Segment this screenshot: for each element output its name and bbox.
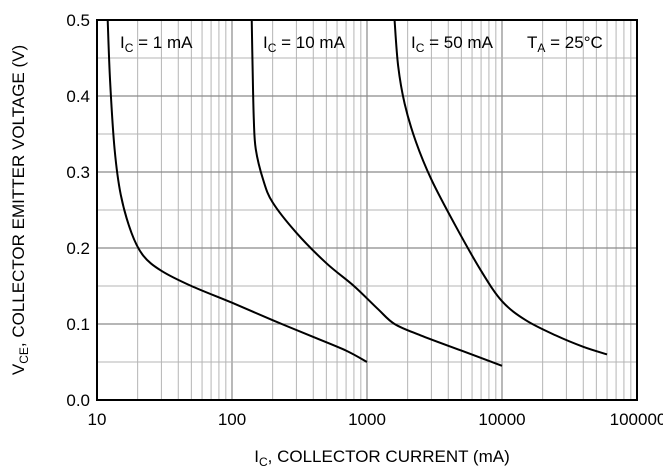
x-tick-label: 100000 bbox=[610, 410, 663, 429]
x-tick-labels: 10 100 1000 10000 100000 bbox=[88, 410, 663, 429]
annotation-ta: TA = 25°C bbox=[527, 33, 603, 55]
grid bbox=[96, 19, 638, 401]
x-tick-label: 10000 bbox=[478, 410, 525, 429]
x-tick-label: 10 bbox=[88, 410, 107, 429]
series-line-2 bbox=[250, 19, 503, 367]
annotation-ic-10ma: IC = 10 mA bbox=[263, 33, 346, 55]
y-axis-title: VCE, COLLECTOR EMITTER VOLTAGE (V) bbox=[9, 45, 31, 375]
plot-frame bbox=[96, 19, 638, 401]
x-axis-title: IC, COLLECTOR CURRENT (mA) bbox=[254, 447, 510, 469]
y-tick-label: 0.5 bbox=[66, 11, 90, 30]
y-tick-labels: 0.0 0.1 0.2 0.3 0.4 0.5 bbox=[66, 11, 90, 410]
y-tick-label: 0.0 bbox=[66, 391, 90, 410]
series-line-1 bbox=[106, 19, 368, 363]
series-group bbox=[106, 19, 608, 367]
annotation-ic-1ma: IC = 1 mA bbox=[120, 33, 193, 55]
x-tick-label: 100 bbox=[218, 410, 246, 429]
y-tick-label: 0.2 bbox=[66, 239, 90, 258]
y-tick-label: 0.4 bbox=[66, 87, 90, 106]
y-tick-label: 0.3 bbox=[66, 163, 90, 182]
y-tick-label: 0.1 bbox=[66, 315, 90, 334]
series-line-3 bbox=[393, 19, 608, 356]
annotation-ic-50ma: IC = 50 mA bbox=[411, 33, 494, 55]
x-tick-label: 1000 bbox=[348, 410, 386, 429]
